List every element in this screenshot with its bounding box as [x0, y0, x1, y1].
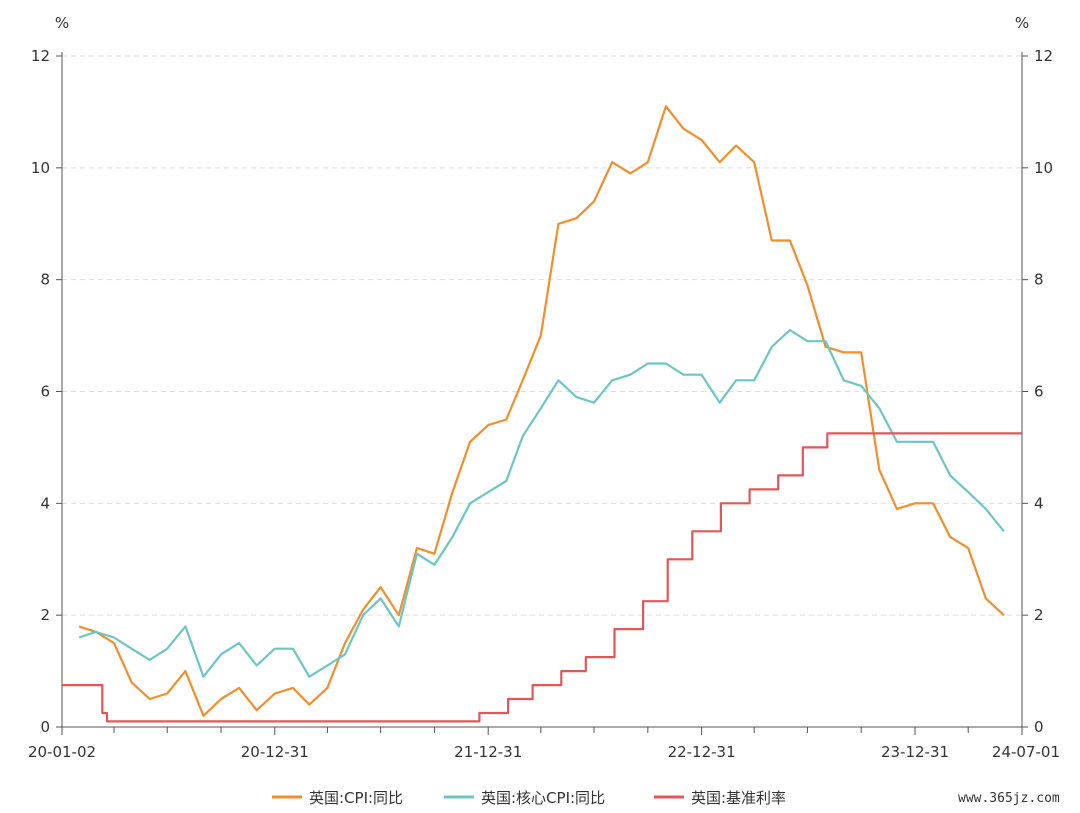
axes: 0 0 2 2 4 4 6 6 8 8 10 10 12 12% % 20-01-02 20-12-31 21-1…	[28, 14, 1060, 761]
x-tick-label: 20-12-31	[241, 743, 309, 761]
y-tick-label-right: 10	[1034, 159, 1053, 177]
series-line-3	[62, 432, 1022, 723]
watermark-text: www.365jz.com	[958, 791, 1060, 806]
y-tick-label-left: 2	[40, 606, 50, 624]
y-unit-right: %	[1015, 14, 1029, 32]
x-tick-label: 23-12-31	[881, 743, 949, 761]
series-line-1	[78, 105, 1005, 717]
y-tick-label-right: 4	[1034, 494, 1044, 512]
y-tick-label-left: 6	[40, 383, 50, 401]
y-tick-label-left: 0	[40, 718, 50, 736]
x-tick-label: 21-12-31	[454, 743, 522, 761]
legend-label-3: 英国:基准利率	[691, 789, 786, 807]
y-tick-label-left: 10	[31, 159, 50, 177]
series-lines	[62, 105, 1022, 723]
y-tick-label-right: 12	[1034, 47, 1053, 65]
y-unit-left: %	[55, 14, 69, 32]
legend-label-1: 英国:CPI:同比	[309, 789, 403, 807]
x-tick-label: 22-12-31	[668, 743, 736, 761]
y-tick-label-right: 6	[1034, 383, 1044, 401]
y-tick-label-left: 4	[40, 494, 50, 512]
y-tick-label-right: 0	[1034, 718, 1044, 736]
series-line-2	[78, 328, 1005, 678]
gridlines	[62, 55, 1022, 616]
y-tick-label-left: 12	[31, 47, 50, 65]
y-tick-label-right: 8	[1034, 271, 1044, 289]
y-tick-label-left: 8	[40, 271, 50, 289]
x-tick-label: 20-01-02	[28, 743, 96, 761]
legend: 英国:CPI:同比 英国:核心CPI:同比 英国:基准利率	[272, 789, 786, 807]
legend-label-2: 英国:核心CPI:同比	[481, 789, 605, 807]
x-tick-label: 24-07-01	[992, 743, 1060, 761]
y-tick-label-right: 2	[1034, 606, 1044, 624]
